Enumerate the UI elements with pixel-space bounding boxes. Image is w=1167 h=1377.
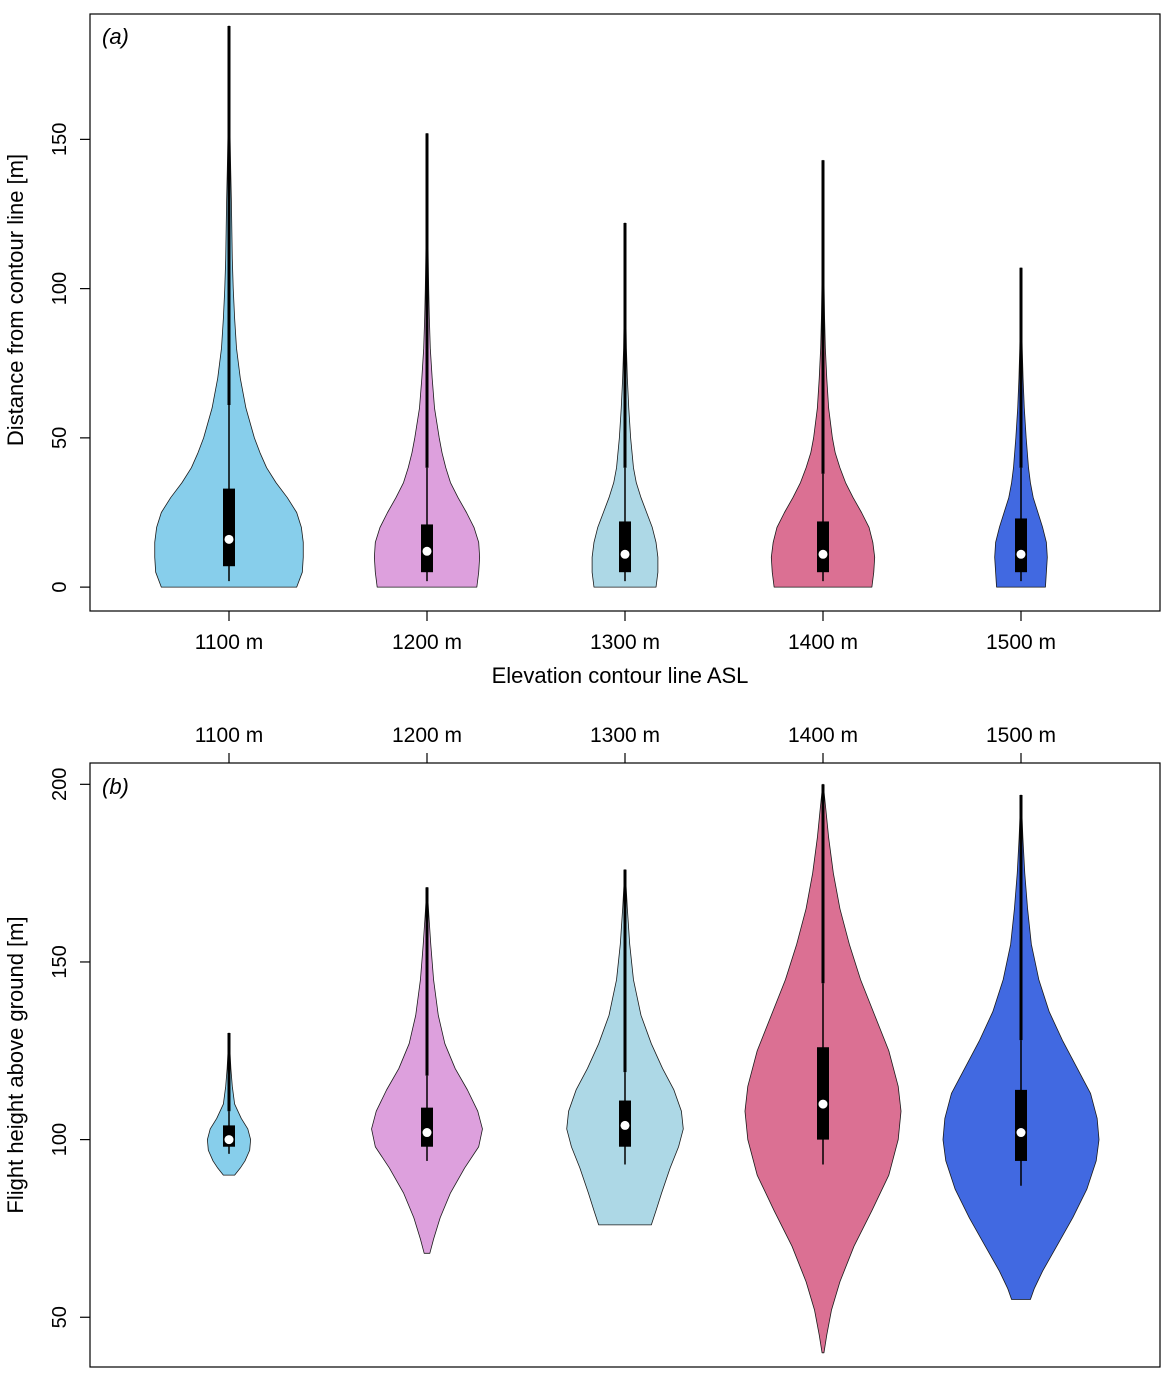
violin-median-point [818,549,828,559]
x-tick-label: 1100 m [195,724,264,747]
x-tick-label: 1300 m [590,724,660,747]
violin-median-point [620,549,630,559]
violin-median-point [422,546,432,556]
x-tick-label: 1500 m [986,724,1056,747]
violin-iqr-box [817,521,829,573]
panel-a: (a) 0 50 100 150 1100 m 1200 m 1300 m 1400 m 15… [3,13,1161,688]
violin-iqr-box [1015,1089,1027,1161]
panel-b-label: (b) [102,774,129,799]
violin-iqr-box [817,1047,829,1140]
x-tick-label: 1500 m [986,631,1056,654]
violin-median-point [224,1135,234,1145]
violin-median-point [422,1128,432,1138]
x-tick-label: 1200 m [392,631,462,654]
panel-a-label: (a) [102,24,129,49]
violin-iqr-box [223,488,235,567]
panel-a-y-axis: 0 50 100 150 [49,123,90,593]
panel-b-x-axis-top: 1100 m 1200 m 1300 m 1400 m 1500 m [195,724,1056,763]
violin-median-point [1016,1128,1026,1138]
violin-iqr-box [1015,518,1027,573]
violin-iqr-box [421,1107,433,1147]
violin-median-point [224,534,234,544]
violin-median-point [1016,549,1026,559]
violin-median-point [818,1099,828,1109]
x-tick-label: 1100 m [195,631,264,654]
panel-a-y-label: Distance from contour line [m] [3,154,28,446]
y-tick-label: 100 [49,272,71,305]
violin-iqr-box [619,521,631,573]
panel-b-violins [206,783,1100,1354]
panel-b: (b) 50 100 150 200 1100 m 1200 m 1300 m 1400 m… [3,724,1161,1368]
x-tick-label: 1400 m [788,724,858,747]
y-tick-label: 100 [49,1123,71,1156]
panel-b-y-axis: 50 100 150 200 [49,768,90,1328]
y-tick-label: 150 [49,945,71,978]
x-tick-label: 1300 m [590,631,660,654]
panel-a-violins [154,25,1048,588]
panel-a-x-label: Elevation contour line ASL [492,663,749,688]
y-tick-label: 0 [49,582,71,593]
panel-b-y-label: Flight height above ground [m] [3,916,28,1213]
y-tick-label: 150 [49,123,71,156]
x-tick-label: 1200 m [392,724,462,747]
x-tick-label: 1400 m [788,631,858,654]
y-tick-label: 50 [49,427,71,449]
violin-median-point [620,1120,630,1130]
y-tick-label: 50 [49,1306,71,1328]
y-tick-label: 200 [49,768,71,801]
panel-a-x-axis: 1100 m 1200 m 1300 m 1400 m 1500 m [195,611,1056,654]
